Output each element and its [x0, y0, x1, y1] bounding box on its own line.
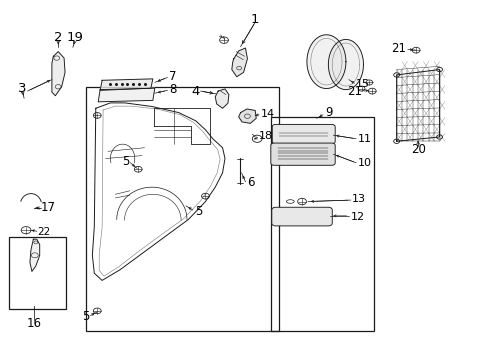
- Text: 5: 5: [122, 155, 129, 168]
- Text: 1: 1: [250, 13, 259, 26]
- Text: 16: 16: [26, 317, 41, 330]
- Text: 2: 2: [54, 31, 62, 44]
- Text: 4: 4: [191, 85, 199, 98]
- Polygon shape: [30, 239, 40, 271]
- Text: 21: 21: [347, 85, 362, 98]
- Bar: [271, 117, 373, 330]
- Polygon shape: [328, 40, 363, 90]
- Text: 18: 18: [259, 131, 273, 141]
- Polygon shape: [100, 79, 153, 90]
- FancyBboxPatch shape: [272, 125, 334, 144]
- Text: 3: 3: [19, 82, 27, 95]
- Text: 13: 13: [351, 194, 365, 204]
- Text: 12: 12: [350, 212, 364, 221]
- Text: 11: 11: [357, 134, 371, 144]
- Text: 10: 10: [357, 158, 371, 168]
- Polygon shape: [98, 88, 155, 102]
- Polygon shape: [306, 35, 345, 89]
- Text: 6: 6: [246, 176, 254, 189]
- Text: 5: 5: [82, 310, 89, 324]
- Text: 22: 22: [37, 227, 50, 237]
- Text: 5: 5: [194, 205, 202, 218]
- Text: 19: 19: [66, 31, 83, 44]
- Polygon shape: [52, 51, 65, 96]
- Text: 17: 17: [41, 202, 56, 215]
- Text: 21: 21: [390, 41, 406, 54]
- Bar: [86, 87, 278, 330]
- Text: 7: 7: [169, 69, 177, 82]
- Text: 15: 15: [355, 79, 369, 89]
- Text: 8: 8: [169, 83, 177, 96]
- Polygon shape: [231, 48, 247, 77]
- Polygon shape: [238, 109, 256, 123]
- Bar: [9, 237, 65, 309]
- Polygon shape: [215, 89, 228, 108]
- FancyBboxPatch shape: [271, 207, 331, 226]
- Text: 20: 20: [410, 143, 425, 156]
- FancyBboxPatch shape: [270, 143, 334, 165]
- Text: 14: 14: [261, 109, 275, 119]
- Text: 9: 9: [325, 106, 332, 119]
